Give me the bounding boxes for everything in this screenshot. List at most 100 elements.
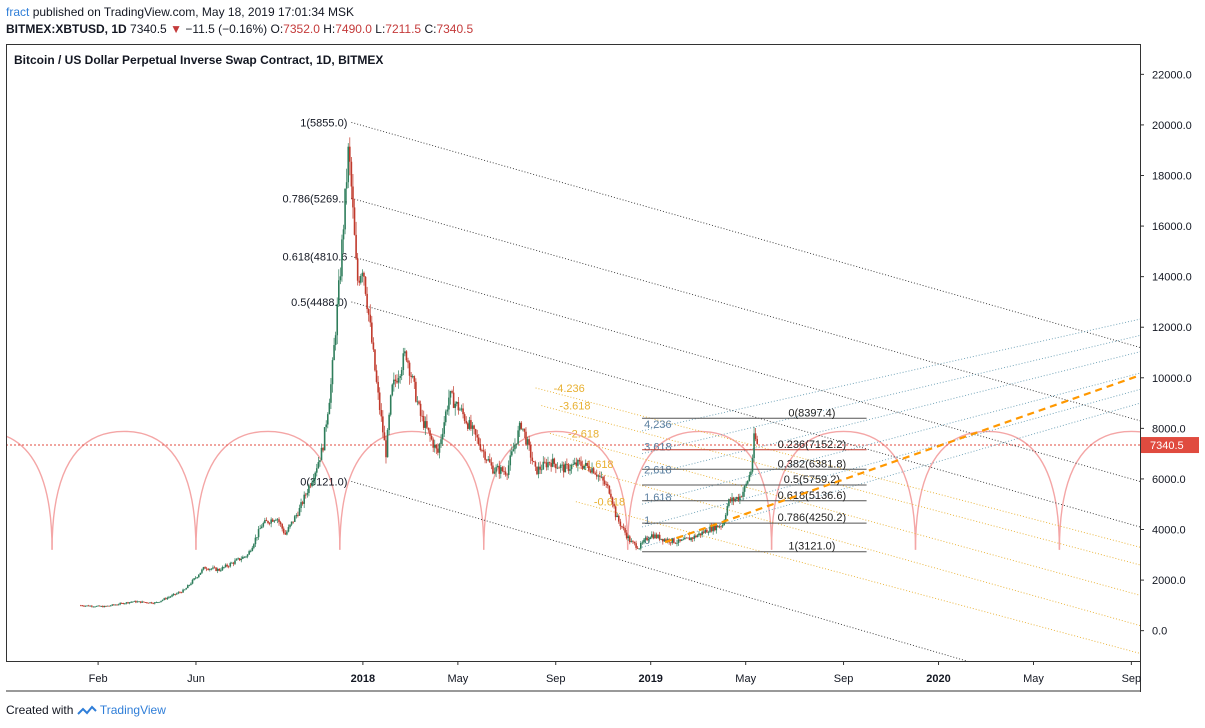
candle-body (636, 547, 639, 549)
candle-body (179, 592, 181, 594)
candle-body (363, 272, 365, 277)
candle-body (669, 542, 672, 544)
candle-body (751, 458, 754, 472)
candle-body (311, 482, 313, 487)
tradingview-brand[interactable]: TradingView (99, 703, 166, 717)
candle-body (246, 554, 249, 557)
candle-body (402, 353, 405, 371)
candle-body (517, 430, 519, 444)
candle-body (630, 541, 633, 543)
fib-fan-label: 4.236 (644, 419, 672, 431)
candle-body (186, 585, 189, 589)
candle-body (215, 567, 217, 571)
candle-body (437, 448, 439, 453)
candle-body (374, 349, 376, 371)
candle-body (400, 370, 403, 376)
candle-body (157, 602, 159, 603)
tradingview-logo-icon[interactable] (77, 703, 100, 717)
candle-body (496, 466, 499, 468)
candle-body (399, 375, 401, 378)
candle-body (424, 421, 427, 428)
publisher-name[interactable]: fract (6, 5, 30, 19)
candle-body (503, 470, 505, 472)
candle-body (440, 439, 442, 445)
last-price-tag-label: 7340.5 (1150, 440, 1184, 452)
candle-body (421, 415, 423, 417)
candle-body (627, 536, 630, 539)
candle-body (696, 535, 699, 538)
candle-body (685, 537, 688, 539)
candle-body (740, 496, 743, 498)
arc-curve (339, 430, 485, 550)
candle-body (281, 524, 283, 529)
candle-body (257, 529, 260, 538)
candle-body (616, 515, 619, 518)
y-tick-label: 18000.0 (1152, 170, 1192, 182)
candle-body (709, 526, 711, 533)
candle-body (339, 276, 342, 281)
x-tick-label: Jun (187, 673, 205, 685)
candle-body (161, 599, 164, 601)
candle-body (120, 603, 123, 604)
candle-body (127, 602, 129, 604)
low-value: 7211.5 (385, 22, 422, 36)
candle-body (303, 494, 305, 504)
candle-body (495, 467, 497, 472)
candle-body (470, 420, 472, 429)
candle-body (326, 414, 329, 425)
chart-area[interactable]: 1(5855.0) 0.786(5269... 0.618(4810.6 0.5(44… (6, 44, 1199, 692)
candle-body (687, 537, 689, 539)
change-arrow-icon: ▼ (170, 22, 182, 36)
candle-body (522, 428, 524, 430)
candle-body (164, 598, 167, 600)
candle-body (256, 537, 258, 539)
candle-body (278, 519, 280, 523)
candle-body (484, 451, 486, 460)
candle-body (482, 450, 485, 452)
x-tick-label: 2019 (638, 673, 662, 685)
candle-body (301, 502, 304, 504)
candle-body (371, 322, 373, 343)
candle-body (533, 461, 535, 463)
candle-body (83, 605, 85, 607)
candle-body (489, 459, 491, 463)
fib-fan-line (641, 318, 1140, 432)
open-value: 7352.0 (283, 22, 320, 36)
publish-info: fract published on TradingView.com, May … (6, 5, 354, 19)
candle-body (605, 484, 607, 486)
candle-body (418, 401, 420, 404)
candle-body (573, 462, 576, 465)
candle-body (383, 432, 386, 441)
candle-body (588, 465, 590, 471)
y-tick-label: 16000.0 (1152, 221, 1192, 233)
y-tick-label: 2000.0 (1152, 575, 1186, 587)
candle-body (540, 469, 543, 471)
candle-body (353, 207, 356, 235)
candle-body (330, 384, 332, 403)
symbol-label: BITMEX:XBTUSD, 1D (6, 22, 127, 36)
candle-body (526, 439, 529, 445)
candle-body (322, 447, 324, 451)
candle-body (253, 544, 255, 548)
candle-body (141, 601, 143, 603)
fib-fan-line (641, 402, 1140, 548)
candle-body (474, 429, 477, 435)
candle-body (454, 403, 456, 408)
candle-body (698, 533, 700, 536)
fib-right-label: 0.236(7152.2) (778, 439, 847, 451)
candle-body (248, 551, 250, 555)
candle-body (621, 526, 623, 528)
fib-fan-line (641, 334, 1140, 455)
candle-body (382, 416, 384, 433)
candle-body (754, 433, 757, 440)
candle-body (312, 479, 315, 483)
price-chart[interactable]: 1(5855.0) 0.786(5269... 0.618(4810.6 0.5(44… (6, 44, 1199, 692)
candle-body (341, 239, 343, 277)
candle-body (160, 600, 162, 602)
y-tick-label: 10000.0 (1152, 373, 1192, 385)
candle-body (352, 186, 354, 208)
candle-body (345, 182, 348, 189)
candle-body (586, 462, 589, 466)
candle-body (91, 605, 93, 607)
candle-body (169, 596, 172, 598)
